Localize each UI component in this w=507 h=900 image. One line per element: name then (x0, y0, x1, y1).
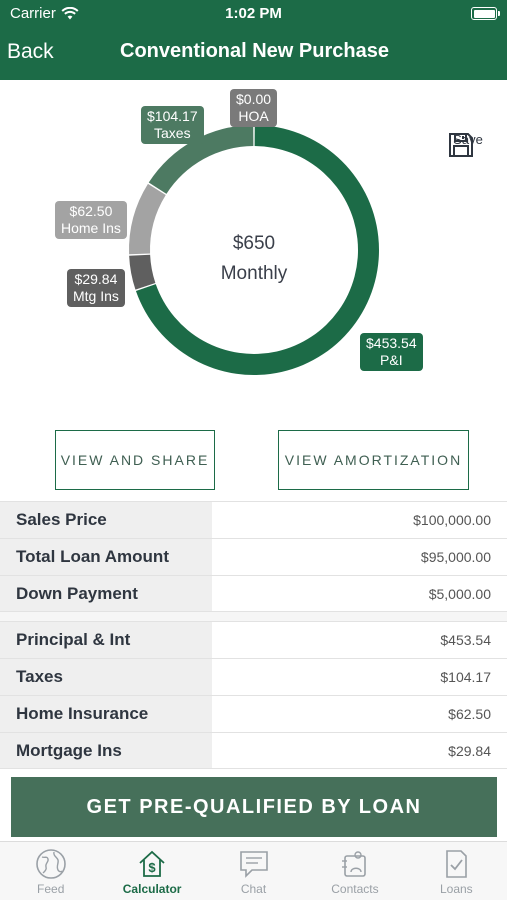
row-value: $453.54 (440, 632, 491, 648)
tab-contacts-label: Contacts (331, 882, 379, 896)
payment-breakdown-table: Principal & Int $453.54 Taxes $104.17 Ho… (0, 621, 507, 769)
callout-pi-value: $453.54 (366, 335, 417, 351)
table-row: Home Insurance $62.50 (0, 695, 507, 732)
callout-mtg-ins-value: $29.84 (74, 271, 118, 287)
tab-chat[interactable]: Chat (203, 842, 304, 900)
donut-slice-mtg-ins (129, 254, 156, 290)
callout-hoa-value: $0.00 (236, 91, 272, 107)
row-label: Home Insurance (0, 696, 212, 732)
callout-pi: $453.54 P&I (360, 333, 423, 371)
carrier-indicator: Carrier (10, 5, 79, 22)
callout-taxes-value: $104.17 (147, 108, 198, 124)
callout-home-ins: $62.50 Home Ins (55, 201, 127, 239)
globe-icon (35, 849, 66, 879)
table-row: Principal & Int $453.54 (0, 621, 507, 658)
donut-slice-home-ins (128, 183, 166, 255)
house-dollar-icon: $ (139, 850, 165, 877)
loan-summary-table: Sales Price $100,000.00 Total Loan Amoun… (0, 501, 507, 612)
row-value: $95,000.00 (420, 549, 491, 565)
callout-taxes-label: Taxes (154, 125, 191, 141)
svg-text:$: $ (148, 860, 156, 875)
callout-taxes: $104.17 Taxes (141, 106, 204, 144)
row-value: $62.50 (448, 706, 491, 722)
contacts-icon (341, 851, 366, 877)
callout-mtg-ins-label: Mtg Ins (73, 288, 119, 304)
row-value: $5,000.00 (428, 585, 491, 602)
row-label: Down Payment (0, 576, 212, 611)
floppy-disk-icon (449, 133, 473, 157)
back-button[interactable]: Back (7, 40, 54, 63)
row-label: Mortgage Ins (0, 733, 212, 768)
row-label: Sales Price (0, 502, 212, 538)
carrier-name: Carrier (10, 5, 56, 22)
view-amortization-button[interactable]: VIEW AMORTIZATION (278, 430, 469, 490)
tab-feed-label: Feed (37, 882, 65, 896)
section-divider (0, 612, 507, 621)
callout-mtg-ins: $29.84 Mtg Ins (67, 269, 125, 307)
row-value: $29.84 (448, 742, 491, 759)
payment-chart: $650 Monthly $453.54 P&I $29.84 Mtg Ins … (0, 80, 507, 410)
tab-contacts[interactable]: Contacts (304, 842, 405, 900)
wifi-icon (61, 7, 79, 20)
document-check-icon (446, 850, 468, 878)
get-pre-qualified-button[interactable]: GET PRE-QUALIFIED BY LOAN (11, 777, 497, 837)
callout-hoa: $0.00 HOA (230, 89, 278, 127)
tab-feed[interactable]: Feed (0, 842, 101, 900)
status-bar: Carrier 1:02 PM (0, 0, 507, 28)
row-label: Total Loan Amount (0, 539, 212, 575)
chart-center-amount: $650 (232, 233, 276, 254)
save-button[interactable]: Save (448, 132, 488, 157)
table-row: Taxes $104.17 (0, 658, 507, 695)
tab-bar: Feed $ Calculator Chat Contacts (0, 841, 507, 900)
table-row: Sales Price $100,000.00 (0, 501, 507, 538)
tab-calculator-label: Calculator (122, 882, 182, 896)
row-value: $100,000.00 (413, 512, 491, 528)
tab-loans-label: Loans (439, 882, 473, 896)
callout-pi-label: P&I (380, 352, 403, 368)
top-bar: Carrier 1:02 PM Back Conventional New Pu… (0, 0, 507, 80)
table-row: Total Loan Amount $95,000.00 (0, 538, 507, 575)
tab-chat-label: Chat (240, 882, 267, 896)
row-label: Taxes (0, 659, 212, 695)
battery-icon (471, 7, 500, 20)
callout-home-ins-value: $62.50 (69, 203, 113, 219)
table-row: Mortgage Ins $29.84 (0, 732, 507, 769)
chat-bubble-icon (239, 851, 268, 878)
row-label: Principal & Int (0, 622, 212, 658)
callout-home-ins-label: Home Ins (61, 220, 121, 236)
page-title: Conventional New Purchase (120, 40, 389, 62)
table-row: Down Payment $5,000.00 (0, 575, 507, 612)
save-label: Save (453, 132, 483, 147)
donut-chart (128, 125, 380, 376)
chart-center-label: Monthly (220, 263, 288, 284)
tab-loans[interactable]: Loans (406, 842, 507, 900)
donut-slice-taxes (148, 125, 254, 194)
view-and-share-button[interactable]: VIEW AND SHARE (55, 430, 215, 490)
row-value: $104.17 (440, 669, 491, 685)
callout-hoa-label: HOA (238, 108, 269, 124)
status-time: 1:02 PM (225, 5, 282, 22)
tab-calculator[interactable]: $ Calculator (101, 842, 202, 900)
